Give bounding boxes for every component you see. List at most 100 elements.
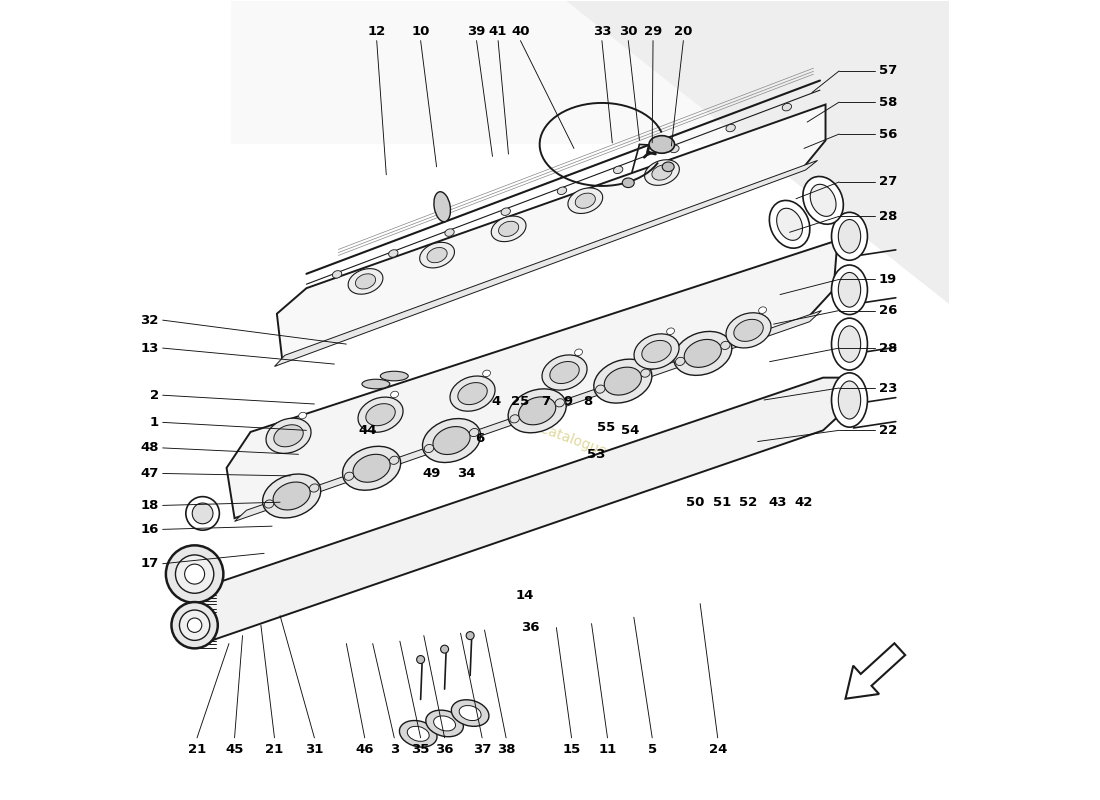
Ellipse shape xyxy=(298,412,307,419)
Ellipse shape xyxy=(179,610,210,640)
Text: 30: 30 xyxy=(619,25,638,38)
Text: 42: 42 xyxy=(795,496,813,509)
Ellipse shape xyxy=(433,716,455,731)
Ellipse shape xyxy=(358,397,403,432)
Ellipse shape xyxy=(649,136,674,154)
Ellipse shape xyxy=(594,359,652,403)
Ellipse shape xyxy=(192,503,213,524)
Text: 31: 31 xyxy=(305,743,323,756)
Ellipse shape xyxy=(595,385,605,394)
Text: 11: 11 xyxy=(598,743,617,756)
Ellipse shape xyxy=(417,655,425,663)
Ellipse shape xyxy=(426,710,463,737)
Ellipse shape xyxy=(498,222,519,237)
Ellipse shape xyxy=(459,706,481,721)
Text: 15: 15 xyxy=(562,743,581,756)
Text: 33: 33 xyxy=(593,25,612,38)
Ellipse shape xyxy=(433,192,451,222)
Ellipse shape xyxy=(769,201,810,248)
Ellipse shape xyxy=(673,331,732,375)
Ellipse shape xyxy=(518,397,556,425)
Ellipse shape xyxy=(344,472,354,480)
Text: 6: 6 xyxy=(475,432,484,445)
Ellipse shape xyxy=(832,373,868,427)
Text: 26: 26 xyxy=(879,304,898,317)
Text: 45: 45 xyxy=(226,743,244,756)
Ellipse shape xyxy=(273,482,310,510)
Ellipse shape xyxy=(838,326,860,362)
Ellipse shape xyxy=(838,219,860,253)
Ellipse shape xyxy=(450,376,495,411)
Ellipse shape xyxy=(811,184,836,216)
Text: 16: 16 xyxy=(141,523,158,536)
Ellipse shape xyxy=(362,379,389,389)
Ellipse shape xyxy=(441,645,449,653)
Ellipse shape xyxy=(575,193,595,208)
Ellipse shape xyxy=(640,369,650,378)
Ellipse shape xyxy=(353,454,390,482)
Ellipse shape xyxy=(420,242,454,268)
Ellipse shape xyxy=(458,382,487,405)
Polygon shape xyxy=(277,105,825,362)
Text: 21: 21 xyxy=(265,743,284,756)
Ellipse shape xyxy=(726,124,735,132)
Text: 5: 5 xyxy=(648,743,657,756)
Text: 43: 43 xyxy=(769,496,786,509)
Ellipse shape xyxy=(726,313,771,348)
Text: 35: 35 xyxy=(411,743,430,756)
Ellipse shape xyxy=(832,318,868,370)
Text: 55: 55 xyxy=(597,422,615,434)
Ellipse shape xyxy=(266,418,311,454)
Ellipse shape xyxy=(492,216,526,242)
Ellipse shape xyxy=(342,446,400,490)
Text: 37: 37 xyxy=(473,743,492,756)
Ellipse shape xyxy=(838,381,860,419)
Text: 44: 44 xyxy=(359,424,377,437)
Text: 9: 9 xyxy=(564,395,573,408)
Text: logue: logue xyxy=(595,480,632,504)
Ellipse shape xyxy=(366,404,395,426)
Text: 57: 57 xyxy=(879,65,898,78)
Ellipse shape xyxy=(389,456,399,464)
Text: 38: 38 xyxy=(497,743,515,756)
Ellipse shape xyxy=(832,212,868,260)
Text: 49: 49 xyxy=(422,467,441,480)
Ellipse shape xyxy=(777,208,803,240)
Ellipse shape xyxy=(470,429,478,437)
Text: 2: 2 xyxy=(150,389,158,402)
Ellipse shape xyxy=(614,166,623,174)
Text: 54: 54 xyxy=(620,424,639,437)
Text: 14: 14 xyxy=(515,589,534,602)
Ellipse shape xyxy=(838,273,860,307)
Text: 24: 24 xyxy=(708,743,727,756)
Ellipse shape xyxy=(388,250,398,258)
Ellipse shape xyxy=(558,187,566,194)
Ellipse shape xyxy=(623,178,635,187)
Text: 32: 32 xyxy=(141,314,158,326)
Text: 40: 40 xyxy=(512,25,530,38)
Text: 18: 18 xyxy=(141,499,158,512)
Ellipse shape xyxy=(444,229,454,236)
Text: 36: 36 xyxy=(436,743,454,756)
Text: a PartsCatalogue: a PartsCatalogue xyxy=(492,405,608,459)
Polygon shape xyxy=(275,161,817,366)
Text: 3: 3 xyxy=(389,743,399,756)
Ellipse shape xyxy=(390,391,398,398)
Ellipse shape xyxy=(670,146,679,153)
Ellipse shape xyxy=(274,425,304,446)
Ellipse shape xyxy=(675,358,685,366)
Ellipse shape xyxy=(186,497,219,530)
Text: 4: 4 xyxy=(491,395,501,408)
Text: 36: 36 xyxy=(520,621,539,634)
Text: 58: 58 xyxy=(879,96,898,109)
Ellipse shape xyxy=(466,631,474,639)
Ellipse shape xyxy=(332,270,342,278)
Ellipse shape xyxy=(355,274,375,289)
Ellipse shape xyxy=(634,334,679,369)
Text: 56: 56 xyxy=(879,127,898,141)
Ellipse shape xyxy=(556,398,564,407)
Ellipse shape xyxy=(574,349,583,356)
Ellipse shape xyxy=(407,726,429,742)
Ellipse shape xyxy=(759,307,767,314)
Ellipse shape xyxy=(667,328,674,334)
